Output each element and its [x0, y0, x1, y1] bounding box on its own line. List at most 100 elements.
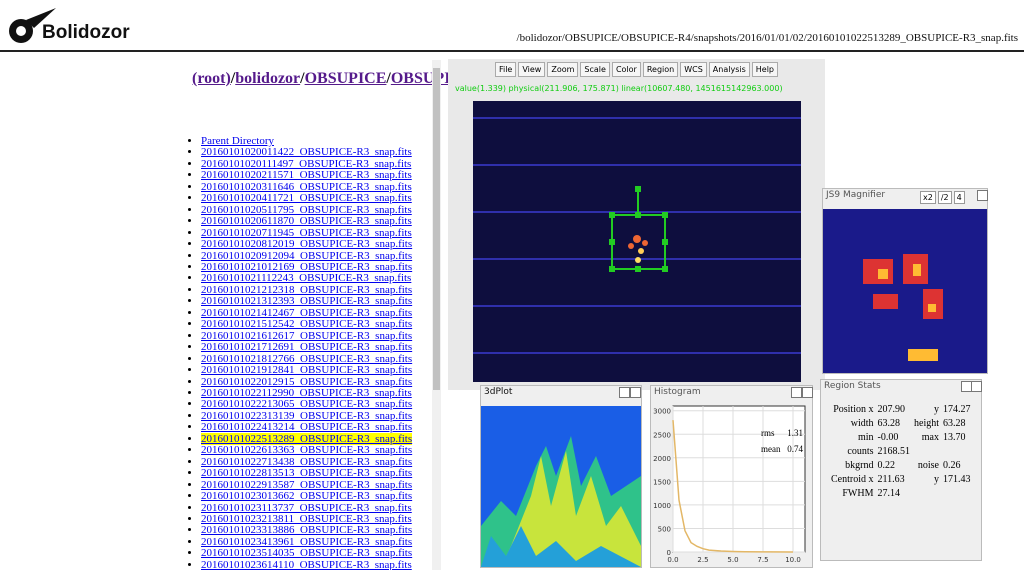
list-item: 20160101021612617_OBSUPICE-R3_snap.fits [201, 329, 441, 342]
list-item: 20160101022112990_OBSUPICE-R3_snap.fits [201, 386, 441, 399]
list-item: 20160101020111497_OBSUPICE-R3_snap.fits [201, 157, 441, 170]
list-item: 20160101021212318_OBSUPICE-R3_snap.fits [201, 283, 441, 296]
file-link[interactable]: 20160101023514035_OBSUPICE-R3_snap.fits [201, 547, 413, 560]
zoom-button[interactable]: x2 [920, 191, 936, 204]
file-link[interactable]: 20160101021912841_OBSUPICE-R3_snap.fits [201, 364, 413, 377]
file-link[interactable]: 20160101021312393_OBSUPICE-R3_snap.fits [201, 295, 413, 308]
stat-label: width [850, 417, 874, 429]
fits-image[interactable] [473, 101, 801, 382]
list-item: 20160101023013662_OBSUPICE-R3_snap.fits [201, 490, 441, 503]
file-link[interactable]: 20160101020111497_OBSUPICE-R3_snap.fits [201, 157, 412, 170]
stats-row: width 63.28 height 63.28 [829, 416, 973, 430]
y-tick-label: 1000 [653, 502, 671, 510]
histogram-chart: 0 500 1000 1500 2000 2500 3000 0.0 2.5 5.0 7.5 10.0… [653, 405, 806, 564]
file-link[interactable]: 20160101022112990_OBSUPICE-R3_snap.fits [201, 386, 412, 399]
minimize-button[interactable] [619, 387, 630, 398]
stats-row: FWHM 27.14 [829, 486, 973, 500]
list-item: 20160101021312393_OBSUPICE-R3_snap.fits [201, 296, 441, 307]
list-item: 20160101020711945_OBSUPICE-R3_snap.fits [201, 226, 441, 239]
close-button[interactable] [802, 387, 813, 398]
file-link[interactable]: 20160101022413214_OBSUPICE-R3_snap.fits [201, 421, 413, 434]
zoom-button[interactable]: 4 [953, 191, 965, 204]
menu-button[interactable]: Analysis [708, 62, 750, 77]
js9-panel: File View Zoom Scale Color Region WCS Analysis H… [448, 59, 825, 390]
file-link[interactable]: 20160101021112243_OBSUPICE-R3_snap.fits [201, 272, 412, 285]
stats-row: counts 2168.51 [829, 444, 973, 458]
file-link[interactable]: 20160101023614110_OBSUPICE-R3_snap.fits [201, 558, 412, 570]
x-tick-label: 10.0 [785, 556, 801, 564]
close-button[interactable] [971, 381, 982, 392]
file-link[interactable]: 20160101020011422_OBSUPICE-R3_snap.fits [201, 146, 412, 159]
file-link[interactable]: 20160101021612617_OBSUPICE-R3_snap.fits [201, 329, 413, 342]
list-item: 20160101020511795_OBSUPICE-R3_snap.fits [201, 203, 441, 216]
crumb-link[interactable]: OBSUPICE [304, 70, 387, 87]
file-link[interactable]: 20160101023313886_OBSUPICE-R3_snap.fits [201, 524, 413, 537]
file-link[interactable]: 20160101020311646_OBSUPICE-R3_snap.fits [201, 180, 412, 193]
close-button[interactable] [630, 387, 641, 398]
file-link[interactable]: 20160101021712691_OBSUPICE-R3_snap.fits [201, 341, 413, 354]
file-link[interactable]: 20160101020611870_OBSUPICE-R3_snap.fits [201, 215, 412, 228]
zoom-button[interactable]: /2 [937, 191, 952, 204]
menu-button[interactable]: Help [751, 62, 779, 77]
stat-value: 0.74 [787, 444, 803, 454]
file-link[interactable]: 20160101022213065_OBSUPICE-R3_snap.fits [201, 398, 413, 411]
list-item: 20160101020011422_OBSUPICE-R3_snap.fits [201, 147, 441, 158]
minimize-button[interactable] [791, 387, 802, 398]
menu-button[interactable]: Zoom [547, 62, 579, 77]
list-item: 20160101023113737_OBSUPICE-R3_snap.fits [201, 501, 441, 514]
file-link[interactable]: 20160101022613363_OBSUPICE-R3_snap.fits [201, 444, 413, 457]
crumb-link[interactable]: (root) [192, 70, 231, 87]
stat-value: 174.27 [943, 403, 971, 415]
file-link[interactable]: 20160101021012169_OBSUPICE-R3_snap.fits [201, 260, 413, 273]
stat-label: rms [761, 428, 775, 438]
magnifier-buttons: x2/2 4 [920, 191, 967, 204]
menu-button[interactable]: Region [642, 62, 679, 77]
file-link[interactable]: 20160101022012915_OBSUPICE-R3_snap.fits [201, 375, 413, 388]
file-link[interactable]: 20160101021812766_OBSUPICE-R3_snap.fits [201, 352, 413, 365]
file-link[interactable]: 20160101020912094_OBSUPICE-R3_snap.fits [201, 249, 413, 262]
file-link[interactable]: 20160101022913587_OBSUPICE-R3_snap.fits [201, 478, 413, 491]
stats-table: Position x 207.90 y 174.27 width 63.28 height 6… [829, 402, 973, 500]
file-link[interactable]: 20160101021512542_OBSUPICE-R3_snap.fits [201, 318, 413, 331]
file-link[interactable]: 20160101022513289_OBSUPICE-R3_snap.fits [201, 432, 413, 445]
menu-button[interactable]: Color [611, 62, 641, 77]
menu-button[interactable]: View [518, 62, 546, 77]
plot3d-window: 3dPlot [480, 385, 642, 568]
file-link[interactable]: 20160101022313139_OBSUPICE-R3_snap.fits [201, 409, 413, 422]
file-link[interactable]: 20160101022813513_OBSUPICE-R3_snap.fits [201, 467, 413, 480]
menu-button[interactable]: File [494, 62, 517, 77]
list-item: 20160101023614110_OBSUPICE-R3_snap.fits [201, 558, 441, 570]
file-link[interactable]: 20160101022713438_OBSUPICE-R3_snap.fits [201, 455, 413, 468]
stat-value: 0.22 [877, 459, 896, 471]
crumb-separator: / [386, 70, 391, 87]
file-link[interactable]: 20160101023113737_OBSUPICE-R3_snap.fits [201, 501, 412, 514]
stat-label: mean [761, 444, 781, 454]
file-link[interactable]: 20160101023013662_OBSUPICE-R3_snap.fits [201, 490, 413, 503]
histogram-line [672, 420, 794, 553]
crumb-link[interactable]: bolidozor [235, 70, 301, 87]
stat-value: 63.28 [943, 417, 966, 429]
list-item: 20160101022012915_OBSUPICE-R3_snap.fits [201, 375, 441, 388]
plot3d-image [481, 406, 641, 567]
list-item: 20160101020912094_OBSUPICE-R3_snap.fits [201, 249, 441, 262]
file-link[interactable]: 20160101020711945_OBSUPICE-R3_snap.fits [201, 226, 412, 239]
file-link[interactable]: 20160101020411721_OBSUPICE-R3_snap.fits [201, 192, 412, 205]
y-tick-label: 2000 [653, 455, 671, 463]
close-button[interactable] [977, 190, 988, 201]
file-link[interactable]: 20160101023213811_OBSUPICE-R3_snap.fits [201, 512, 412, 525]
stat-label: FWHM [842, 487, 874, 499]
scrollbar-thumb[interactable] [433, 68, 440, 390]
file-link[interactable]: 20160101020211571_OBSUPICE-R3_snap.fits [201, 169, 412, 182]
y-tick-label: 0 [667, 549, 671, 557]
file-link[interactable]: 20160101021212318_OBSUPICE-R3_snap.fits [201, 283, 413, 296]
menu-button[interactable]: WCS [680, 62, 707, 77]
file-link[interactable]: 20160101020511795_OBSUPICE-R3_snap.fits [201, 203, 412, 216]
file-link[interactable]: 20160101021412467_OBSUPICE-R3_snap.fits [201, 306, 413, 319]
menu-button[interactable]: Scale [580, 62, 610, 77]
stat-value: 27.14 [877, 487, 901, 499]
parent-link[interactable]: Parent Directory [201, 136, 274, 147]
file-link[interactable]: 20160101020812019_OBSUPICE-R3_snap.fits [201, 238, 413, 251]
file-link[interactable]: 20160101023413961_OBSUPICE-R3_snap.fits [201, 535, 413, 548]
region-stats-window: Region Stats Position x 207.90 y 174.27 widt… [820, 379, 982, 561]
